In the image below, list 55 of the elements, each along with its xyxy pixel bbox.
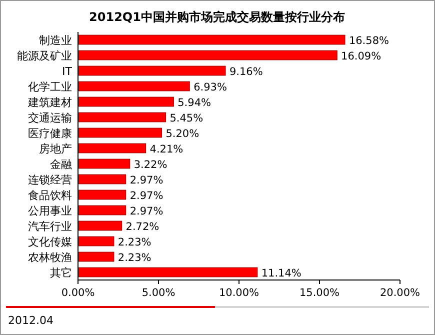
y-tick-label: 制造业 [39,34,72,47]
data-label: 3.22% [134,158,168,171]
bar [78,205,126,216]
chart-title: 2012Q1中国并购市场完成交易数量按行业分布 [89,10,345,24]
y-tick-label: 文化传媒 [28,235,72,248]
data-label: 2.23% [118,236,152,248]
bar [78,96,174,107]
data-label: 5.45% [170,112,204,124]
y-tick-label: 交通运输 [28,111,72,124]
bar [78,267,258,278]
y-tick-label: 房地产 [39,142,72,156]
bar [78,158,130,169]
bar [78,128,162,138]
y-tick-label: 化学工业 [28,80,72,94]
bar [78,81,190,92]
y-tick-label: 其它 [50,266,72,280]
data-label: 2.23% [118,252,152,264]
bar [78,190,126,200]
data-label: 5.94% [178,96,212,109]
bar [78,34,346,45]
y-tick-label: 能源及矿业 [17,49,72,62]
bar [78,174,126,184]
y-tick-label: 金融 [50,158,72,171]
bar [78,252,114,262]
bar [78,50,338,60]
data-label: 6.93% [194,81,227,94]
data-label: 16.09% [341,50,382,62]
y-tick-label: 医疗健康 [28,126,72,140]
x-tick-label: 5.00% [142,287,176,299]
y-tick-label: IT [62,64,72,78]
x-tick-label: 0.00% [61,287,95,299]
y-tick-label: 建筑建材 [27,96,72,109]
data-label: 4.21% [150,143,184,156]
data-label: 2.72% [126,220,160,233]
text: 2012.04 [8,314,54,327]
data-label: 11.14% [261,267,302,280]
bar [78,66,226,76]
bar [78,236,114,246]
x-tick-label: 10.00% [218,287,260,299]
y-tick-label: 汽车行业 [28,220,72,233]
data-label: 9.16% [229,66,263,78]
x-tick-label: 20.00% [380,287,420,299]
bar [78,143,146,154]
y-tick-label: 公用事业 [28,204,72,218]
y-tick-label: 农林牧渔 [28,250,72,264]
data-label: 16.58% [348,34,389,47]
bar [78,112,166,122]
y-tick-label: 连锁经营 [28,173,72,186]
data-label: 2.97% [130,190,164,202]
data-label: 2.97% [130,205,164,218]
bar [78,220,122,231]
x-tick-label: 15.00% [299,287,340,299]
data-label: 5.20% [166,128,200,140]
data-label: 2.97% [130,174,164,186]
y-tick-label: 食品饮料 [28,188,72,202]
